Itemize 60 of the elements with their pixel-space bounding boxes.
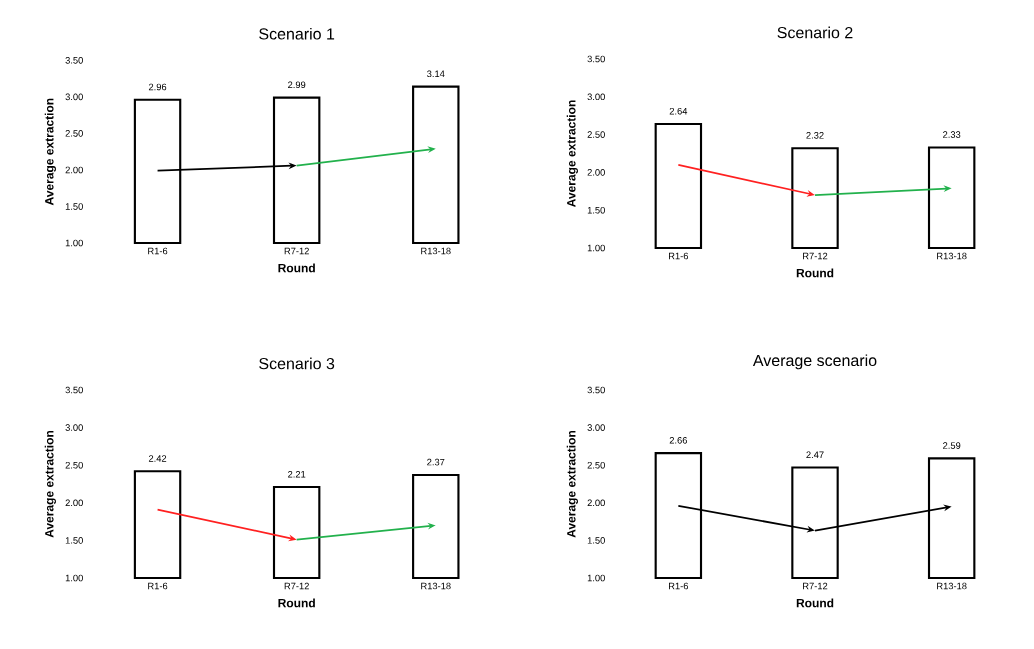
y-tick-label: 3.50 — [587, 386, 605, 394]
x-tick-label: R13-18 — [421, 247, 451, 255]
x-tick-label: R13-18 — [937, 252, 967, 260]
y-axis-title: Average extraction — [566, 430, 578, 538]
x-tick-label: R13-18 — [421, 582, 451, 590]
y-tick-label: 1.50 — [65, 203, 83, 210]
y-tick-label: 2.50 — [587, 131, 605, 138]
y-tick-label: 2.00 — [587, 499, 605, 507]
y-axis-title: Average extraction — [44, 430, 56, 538]
y-axis-title: Average extraction — [44, 98, 56, 206]
data-label: 2.37 — [427, 458, 445, 466]
y-tick-label: 3.00 — [65, 424, 83, 431]
chart-title: Scenario 2 — [777, 26, 853, 39]
data-label: 2.47 — [806, 451, 824, 458]
x-axis-title: Round — [796, 268, 834, 278]
y-tick-label: 1.00 — [587, 574, 605, 582]
x-axis-title: Round — [796, 598, 834, 608]
x-tick-label: R1-6 — [669, 252, 689, 260]
x-tick-label: R1-6 — [148, 582, 168, 590]
x-tick-label: R7-12 — [803, 252, 828, 260]
y-tick-label: 2.50 — [65, 130, 83, 137]
x-tick-label: R7-12 — [284, 247, 309, 255]
x-axis-title: Round — [278, 598, 315, 608]
y-tick-label: 2.00 — [587, 169, 605, 176]
y-tick-label: 3.50 — [65, 57, 83, 64]
y-tick-label: 2.00 — [65, 499, 83, 507]
y-tick-label: 3.00 — [65, 93, 83, 101]
y-tick-label: 2.50 — [65, 461, 83, 469]
y-tick-label: 2.50 — [587, 461, 605, 469]
y-tick-label: 2.00 — [65, 166, 83, 174]
data-label: 2.96 — [148, 83, 167, 91]
data-label: 2.42 — [148, 455, 167, 462]
x-tick-label: R1-6 — [148, 247, 168, 255]
x-tick-label: R7-12 — [803, 582, 828, 590]
x-tick-label: R13-18 — [937, 582, 967, 590]
y-tick-label: 3.50 — [587, 55, 605, 63]
data-label: 2.66 — [669, 437, 687, 444]
y-tick-label: 1.00 — [65, 574, 83, 582]
y-tick-label: 1.00 — [65, 239, 83, 247]
data-label: 2.59 — [943, 442, 961, 449]
y-tick-label: 3.00 — [587, 424, 605, 431]
y-tick-label: 1.50 — [587, 537, 605, 544]
chart-title: Average scenario — [752, 354, 877, 370]
chart-title: Scenario 3 — [259, 357, 335, 370]
x-tick-label: R1-6 — [669, 582, 689, 590]
y-tick-label: 3.50 — [65, 386, 83, 394]
x-tick-label: R7-12 — [284, 582, 309, 590]
y-tick-label: 1.50 — [65, 537, 83, 544]
data-label: 2.21 — [288, 470, 306, 478]
x-axis-title: Round — [278, 263, 315, 273]
data-label: 2.99 — [288, 81, 306, 89]
chart-title: Scenario 1 — [259, 27, 335, 40]
data-label: 3.14 — [427, 70, 445, 78]
y-tick-label: 3.00 — [587, 93, 605, 101]
y-tick-label: 1.00 — [587, 244, 605, 252]
y-tick-label: 1.50 — [587, 206, 605, 214]
y-axis-title: Average extraction — [566, 100, 578, 207]
data-label: 2.64 — [669, 107, 688, 115]
data-label: 2.32 — [806, 132, 824, 139]
data-label: 2.33 — [943, 131, 961, 138]
